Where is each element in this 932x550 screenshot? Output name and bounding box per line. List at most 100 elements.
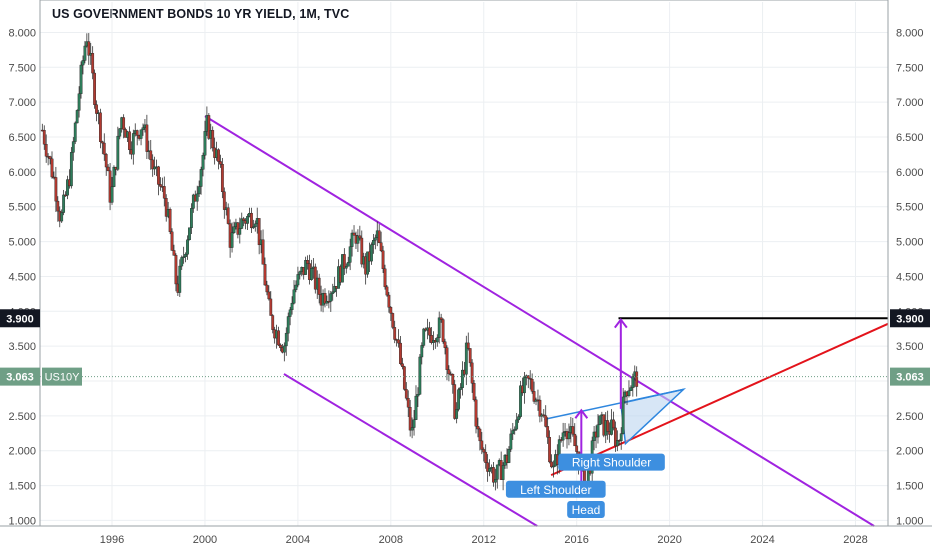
candle-body — [391, 313, 395, 328]
candle-body — [631, 376, 635, 388]
candle-body — [612, 419, 615, 429]
candle-body — [203, 131, 207, 156]
pattern-label: Head — [572, 503, 601, 517]
candle-body — [393, 327, 397, 340]
candle-body — [453, 384, 457, 419]
target-price-badge-left-box — [0, 309, 40, 328]
candle-body — [296, 274, 300, 286]
pattern-neckline — [543, 388, 684, 421]
plot-frame — [39, 0, 889, 527]
candle-body — [91, 53, 95, 74]
candle-body — [306, 260, 309, 264]
pattern-label-box — [558, 453, 665, 471]
candle-body — [552, 465, 555, 468]
candle-body — [530, 379, 534, 392]
candle-body — [220, 163, 224, 193]
candle-body — [402, 366, 406, 390]
candle-body — [422, 328, 426, 346]
candle-body — [251, 226, 255, 229]
candle-body — [75, 110, 79, 124]
candle-body — [157, 166, 160, 185]
candle-body — [141, 127, 145, 131]
candle-body — [571, 426, 575, 435]
candle-body — [550, 461, 553, 468]
annotation-labels: Left Shoulder Head Right Shoulder 3.900 3.90… — [0, 309, 930, 518]
measure-arrow-head — [614, 317, 628, 329]
y-tick-label-left: 1.000 — [8, 515, 36, 527]
x-tick-label: 2012 — [472, 534, 496, 546]
y-tick-label-left: 5.500 — [8, 202, 36, 214]
candle-body — [282, 345, 286, 353]
candle-body — [261, 239, 265, 265]
x-tick-label: 2004 — [286, 534, 310, 546]
pattern-label-box — [505, 480, 606, 498]
candle-body — [292, 289, 296, 304]
candle-body — [523, 377, 526, 394]
candle-body — [79, 64, 83, 94]
candle-body — [517, 416, 520, 421]
candle-body — [48, 156, 52, 160]
x-tick-label: 2024 — [750, 534, 774, 546]
candle-body — [102, 142, 106, 155]
grid — [40, 2, 888, 526]
candle-body — [621, 396, 625, 434]
candle-body — [441, 319, 445, 342]
candle-body — [56, 200, 60, 212]
candle-body — [596, 424, 600, 438]
candle-body — [271, 315, 275, 330]
y-tick-label-right: 3.500 — [896, 341, 924, 353]
candle-body — [567, 432, 571, 440]
candle-body — [397, 339, 400, 344]
candle-body — [573, 433, 577, 447]
candle-body — [279, 344, 282, 348]
candle-body — [544, 415, 548, 427]
measure-arrow-head — [574, 408, 589, 419]
candle-body — [548, 437, 551, 463]
candle-body — [95, 104, 98, 114]
candle-body — [418, 356, 422, 395]
target-price-badge-left: 3.900 — [6, 313, 34, 325]
candle-body — [439, 317, 443, 320]
candle-body — [546, 426, 550, 438]
candle-body — [532, 391, 536, 402]
candle-body — [606, 420, 610, 432]
candle-body — [42, 130, 46, 145]
candle-body — [69, 152, 73, 187]
symbol-tag: US10Y — [45, 372, 81, 384]
candle-body — [472, 383, 476, 401]
support-trendline — [550, 322, 889, 477]
candle-body — [201, 155, 205, 170]
y-tick-label-left: 4.500 — [8, 271, 36, 283]
candle-body — [100, 141, 104, 144]
y-tick-label-right: 5.000 — [896, 237, 924, 249]
candle-body — [265, 284, 269, 293]
y-tick-label-right: 1.500 — [896, 481, 924, 493]
x-tick-label: 2008 — [379, 534, 403, 546]
y-tick-label-right: 2.500 — [896, 411, 924, 423]
candle-body — [486, 462, 490, 472]
candle-body — [352, 232, 356, 236]
candle-body — [182, 256, 186, 258]
candle-body — [635, 371, 639, 387]
candle-body — [217, 149, 220, 162]
candle-body — [410, 427, 414, 431]
candle-body — [509, 433, 513, 450]
candle-body — [64, 194, 67, 197]
candle-body — [87, 41, 91, 56]
candle-body — [480, 440, 484, 450]
candle-body — [342, 254, 346, 269]
candle-body — [172, 250, 176, 256]
candle-body — [619, 433, 623, 441]
candle-body — [267, 291, 271, 300]
candle-body — [482, 449, 486, 453]
last-price-badge-right: 3.063 — [896, 372, 924, 384]
y-tick-label-left: 2.500 — [8, 411, 36, 423]
y-tick-label-right: 7.000 — [896, 97, 924, 109]
candle-body — [81, 60, 85, 66]
candle-body — [495, 464, 499, 480]
candle-body — [327, 301, 331, 303]
candle-body — [358, 235, 362, 239]
candle-body — [484, 451, 488, 463]
x-tick-label: 2016 — [564, 534, 588, 546]
